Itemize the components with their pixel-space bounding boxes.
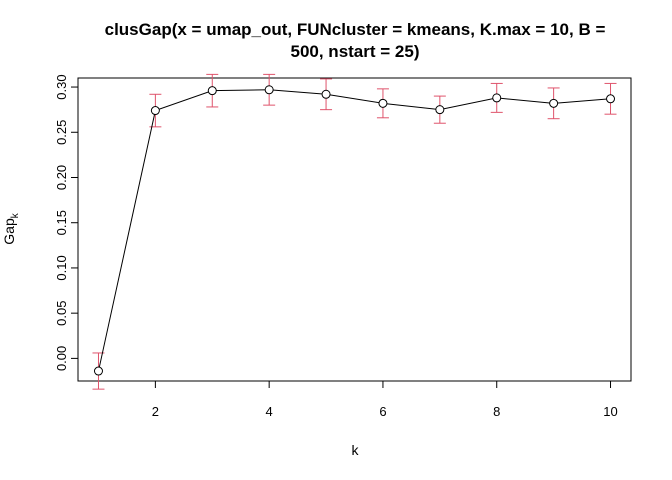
gap-point: [378, 98, 388, 108]
gap-point: [150, 106, 160, 116]
y-tick-label: 0.10: [54, 255, 69, 280]
error-bars: [92, 73, 617, 390]
gap-line: [97, 89, 611, 372]
x-axis: 2 4 6 8 10: [152, 380, 618, 419]
chart-title-line-2: 500, nstart = 25): [291, 42, 420, 61]
gap-point: [435, 105, 445, 115]
gap-point: [492, 93, 502, 103]
y-tick-label: 0.15: [54, 210, 69, 235]
gap-point: [606, 94, 616, 104]
gap-point: [207, 86, 217, 96]
y-tick-label: 0.00: [54, 346, 69, 371]
gap-point: [549, 98, 559, 108]
gap-point: [321, 89, 331, 99]
y-axis-label-subscript: k: [10, 212, 21, 218]
x-tick-label: 4: [266, 404, 273, 419]
gap-series: [93, 85, 616, 376]
y-tick-label: 0.30: [54, 74, 69, 99]
gap-point: [264, 85, 274, 95]
gap-point: [93, 366, 103, 376]
x-tick-label: 8: [493, 404, 500, 419]
x-tick-label: 2: [152, 404, 159, 419]
y-axis: 0.00 0.05 0.10 0.15 0.20 0.25 0.30: [54, 74, 79, 371]
y-tick-label: 0.05: [54, 301, 69, 326]
x-axis-label: k: [352, 442, 360, 458]
x-tick-label: 6: [379, 404, 386, 419]
chart-title-line-1: clusGap(x = umap_out, FUNcluster = kmean…: [105, 20, 606, 39]
y-axis-label-main: Gap: [1, 218, 17, 245]
y-tick-label: 0.25: [54, 120, 69, 145]
y-tick-label: 0.20: [54, 165, 69, 190]
x-tick-label: 10: [603, 404, 617, 419]
plot-frame: [77, 77, 632, 382]
y-axis-label: Gapk: [1, 212, 21, 244]
